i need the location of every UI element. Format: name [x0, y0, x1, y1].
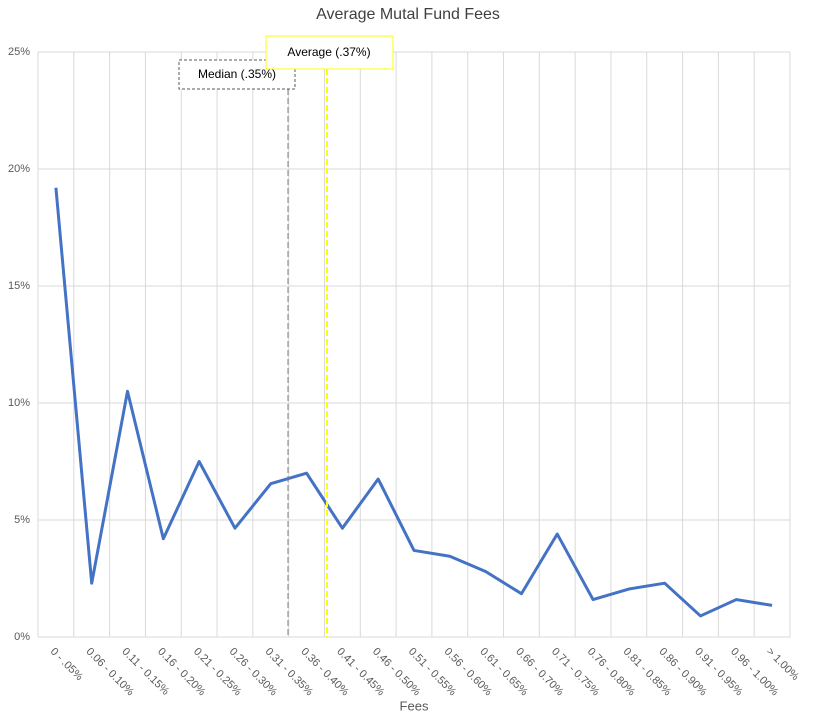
average-callout — [265, 35, 394, 70]
x-tick-label: 0 - .05% — [48, 646, 86, 684]
y-tick-label: 20% — [8, 163, 30, 175]
chart-title: Average Mutal Fund Fees — [316, 6, 500, 23]
median-label: Median (.35%) — [198, 67, 276, 81]
x-axis-title: Fees — [400, 698, 429, 713]
y-tick-label: 0% — [14, 631, 30, 643]
y-tick-label: 15% — [8, 280, 30, 292]
y-tick-label: 10% — [8, 397, 30, 409]
average-label: Average (.37%) — [287, 45, 370, 59]
data-line — [54, 187, 773, 618]
y-tick-label: 25% — [8, 46, 30, 58]
y-tick-label: 5% — [14, 514, 30, 526]
